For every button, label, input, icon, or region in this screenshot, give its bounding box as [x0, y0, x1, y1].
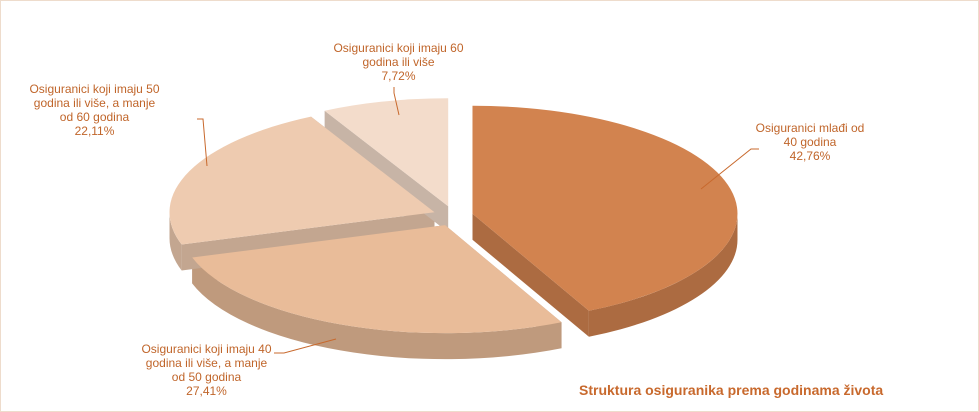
value-label: 27,41%: [186, 384, 227, 398]
leader-lines: [197, 87, 759, 354]
value-label: 22,11%: [74, 124, 115, 138]
slice-label: Osiguranici koji imaju 40 godina ili viš…: [139, 342, 274, 398]
chart-title: Struktura osiguranika prema godinama živ…: [579, 382, 884, 398]
value-label: 42,76%: [789, 149, 831, 163]
slice-side: [472, 213, 589, 337]
slices: [169, 98, 738, 360]
slice-label: Osiguranici koji imaju 60 godina ili viš…: [331, 41, 466, 83]
slice-label: Osiguranici koji imaju 50 godina ili viš…: [27, 82, 162, 138]
category-label: Osiguranici koji imaju 60 godina ili viš…: [333, 41, 464, 69]
slice-side: [192, 257, 562, 360]
category-label: Osiguranici koji imaju 50 godina ili viš…: [29, 82, 160, 124]
leader-line: [700, 148, 759, 190]
leader-line: [393, 87, 400, 116]
leader-line: [274, 338, 337, 354]
slice-side: [169, 212, 182, 271]
slice-label: Osiguranici mlađi od 40 godina 42,76%: [754, 121, 866, 163]
category-label: Osiguranici koji imaju 40 godina ili viš…: [141, 342, 272, 384]
slice: [472, 105, 738, 311]
slice: [324, 98, 449, 207]
slice: [192, 225, 562, 334]
value-label: 7,72%: [381, 69, 416, 83]
leader-line: [197, 118, 208, 167]
slice: [169, 116, 435, 245]
slice-side: [588, 213, 738, 337]
category-label: Osiguranici mlađi od 40 godina: [755, 121, 865, 149]
